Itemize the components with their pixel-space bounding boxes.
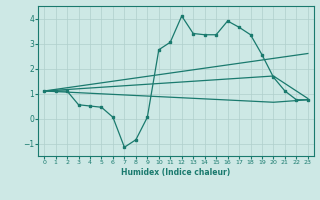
X-axis label: Humidex (Indice chaleur): Humidex (Indice chaleur) — [121, 168, 231, 177]
